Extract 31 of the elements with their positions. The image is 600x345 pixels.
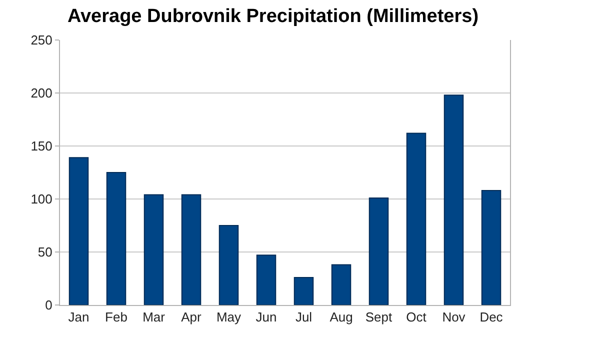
x-tick-label: Jan [68, 310, 90, 325]
bar [444, 94, 464, 305]
y-tick-label: 150 [30, 138, 52, 154]
bar [406, 132, 426, 305]
bar [144, 194, 164, 305]
x-tick-label: Aug [330, 310, 353, 325]
x-tick-label: Jun [256, 310, 277, 325]
y-tick-label: 200 [30, 86, 52, 101]
chart-title: Average Dubrovnik Precipitation (Millimeters) [67, 6, 479, 27]
bar [294, 276, 314, 305]
x-tick-label: Sept [365, 310, 393, 325]
y-tick-label: 250 [30, 32, 52, 48]
bar [331, 264, 352, 305]
x-tick-label: Apr [181, 310, 202, 325]
x-tick-label: Feb [105, 310, 128, 325]
bar [481, 190, 502, 305]
bar [181, 194, 202, 305]
x-tick-label: May [216, 310, 242, 325]
y-tick-label: 0 [45, 298, 52, 313]
x-tick-label: Mar [142, 310, 166, 325]
bar [106, 172, 126, 305]
x-tick-label: Oct [406, 310, 427, 325]
y-tick-label: 100 [30, 192, 52, 207]
y-tick-label: 50 [38, 244, 52, 260]
x-tick-label: Dec [480, 310, 504, 325]
bar [68, 157, 89, 305]
bar [368, 197, 389, 305]
x-tick-label: Jul [295, 310, 312, 325]
x-tick-label: Nov [442, 310, 466, 325]
bar [218, 225, 239, 305]
bar [256, 254, 276, 305]
